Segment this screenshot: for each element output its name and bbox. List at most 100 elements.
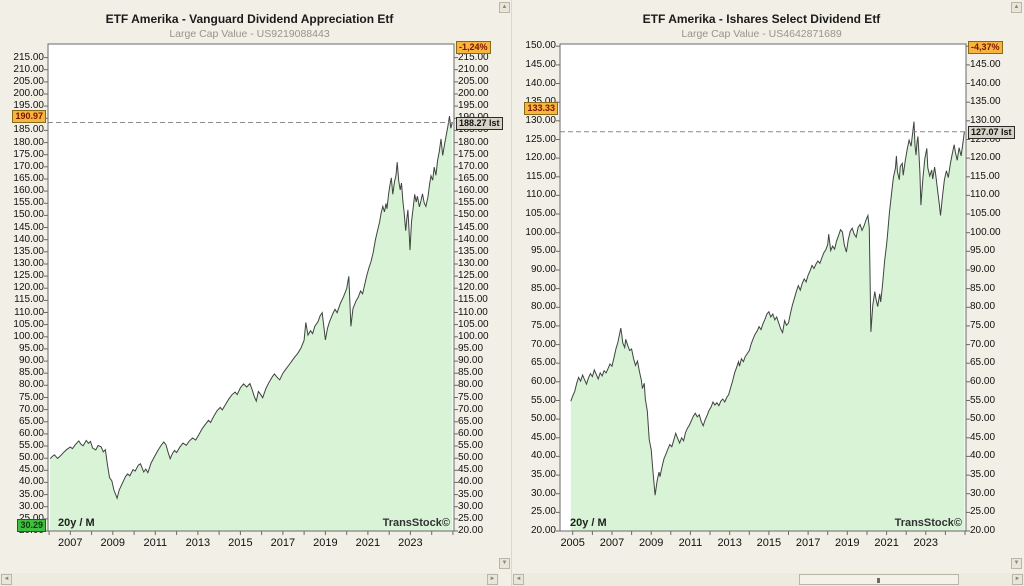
y-axis-label: 145.00 [13,221,44,233]
y-axis-label: 50.00 [18,452,44,464]
chevron-right-icon: ► [1014,576,1021,582]
y-axis-label: 75.00 [18,391,44,403]
y-axis-label: 30.00 [970,487,996,499]
plot-area[interactable] [0,0,499,560]
y-axis-label: 85.00 [18,367,44,379]
horizontal-scrollbar[interactable]: ◄ ► [512,573,1024,586]
y-axis-label: 55.00 [18,440,44,451]
y-axis-label: 175.00 [13,148,44,160]
y-axis-label: 25.00 [458,512,484,524]
scrollbar-thumb[interactable] [799,574,959,585]
y-axis-label: 95.00 [458,342,484,354]
y-axis-label: 125.00 [525,133,556,145]
y-axis-label: 130.00 [525,114,556,126]
x-axis-label: 2023 [913,537,939,549]
y-axis-label: 120.00 [970,152,1001,164]
y-axis-label: 150.00 [13,209,44,221]
y-axis-label: 160.00 [13,185,44,197]
chart-panel-vanguard: ETF Amerika - Vanguard Dividend Apprecia… [0,0,512,586]
y-axis-label: 65.00 [970,357,996,369]
chevron-left-icon: ◄ [515,576,522,582]
y-axis-label: 95.00 [530,245,556,257]
y-axis-label: 90.00 [458,355,484,367]
y-axis-label: 125.00 [458,270,489,282]
y-axis-label: 20.00 [458,525,484,536]
y-axis-label: 35.00 [530,469,556,481]
y-axis-label: 50.00 [530,413,556,425]
y-axis-label: 165.00 [13,173,44,184]
y-axis-label: 60.00 [970,375,996,387]
vertical-scrollbar[interactable]: ▲ ▼ [499,0,511,572]
y-axis-label: 80.00 [530,301,556,313]
y-axis-label: 210.00 [13,63,44,75]
y-axis-label: 75.00 [530,319,556,331]
scroll-right-button[interactable]: ► [487,574,498,585]
chart-content-ishares: ETF Amerika - Ishares Select Dividend Et… [512,0,1015,572]
y-axis-label: 40.00 [530,450,556,462]
y-axis-label: 105.00 [13,318,44,330]
scroll-left-button[interactable]: ◄ [1,574,12,585]
x-axis-label: 2021 [355,537,381,549]
y-axis-label: 50.00 [458,452,484,464]
y-axis-label: 45.00 [530,431,556,443]
y-axis-label: 145.00 [458,221,489,233]
scroll-down-button[interactable]: ▼ [1011,558,1022,569]
period-label: 20y / M [58,517,95,529]
x-axis-label: 2019 [313,537,338,549]
y-axis-label: 140.00 [970,77,1001,89]
scroll-down-button[interactable]: ▼ [499,558,510,569]
y-axis-label: 65.00 [530,357,556,369]
x-axis-label: 2007 [599,537,625,549]
y-axis-label: 125.00 [970,133,1001,145]
x-axis-label: 2013 [185,537,211,549]
horizontal-scrollbar[interactable]: ◄ ► [0,573,499,586]
chevron-left-icon: ◄ [3,576,10,582]
pct-change-badge: -4,37% [968,41,1003,54]
x-axis-label: 2005 [560,537,585,549]
plot-area[interactable] [512,0,1011,560]
y-axis-label: 40.00 [458,476,484,488]
y-axis-label: 180.00 [13,136,44,148]
thumb-grip-icon [877,578,880,583]
vertical-scrollbar[interactable]: ▲ ▼ [1011,0,1023,572]
y-axis-label: 115.00 [970,170,1000,182]
scroll-right-button[interactable]: ► [1012,574,1023,585]
y-axis-label: 175.00 [458,148,489,160]
y-axis-label: 140.00 [13,233,44,245]
y-axis-label: 150.00 [458,209,489,221]
y-axis-label: 155.00 [13,197,44,209]
y-axis-label: 35.00 [970,469,996,481]
y-axis-label: 135.00 [970,96,1001,108]
y-axis-label: 70.00 [530,338,556,350]
y-axis-label: 205.00 [13,75,44,87]
pct-change-badge: -1,24% [456,41,491,54]
y-axis-label: 70.00 [970,338,996,350]
y-axis-label: 70.00 [18,403,44,415]
chart-content-vanguard: ETF Amerika - Vanguard Dividend Apprecia… [0,0,503,572]
y-axis-label: 140.00 [525,77,556,89]
last-value-badge: 188.27 lst [456,116,503,130]
y-axis-label: 25.00 [970,506,996,518]
chevron-right-icon: ► [489,576,496,582]
y-axis-label: 85.00 [530,282,556,294]
y-axis-label: 110.00 [14,306,44,318]
y-axis-label: 105.00 [970,208,1001,219]
y-axis-label: 30.00 [18,500,44,512]
high-value-badge: 133.33 [524,102,558,116]
scroll-left-button[interactable]: ◄ [513,574,524,585]
y-axis-label: 140.00 [458,233,489,245]
y-axis-label: 130.00 [458,258,489,269]
y-axis-label: 205.00 [458,75,489,87]
y-axis-label: 60.00 [18,427,44,439]
scroll-up-button[interactable]: ▲ [499,2,510,13]
period-label: 20y / M [570,517,607,529]
y-axis-label: 80.00 [458,379,484,391]
x-axis-label: 2015 [228,537,253,549]
y-axis-label: 185.00 [458,124,489,136]
y-axis-label: 215.00 [458,51,489,63]
scroll-up-button[interactable]: ▲ [1011,2,1022,13]
y-axis-label: 100.00 [525,226,556,238]
last-value-badge: 127.07 lst [968,125,1015,139]
y-axis-label: 105.00 [458,318,489,330]
y-axis-label: 125.00 [13,270,44,282]
